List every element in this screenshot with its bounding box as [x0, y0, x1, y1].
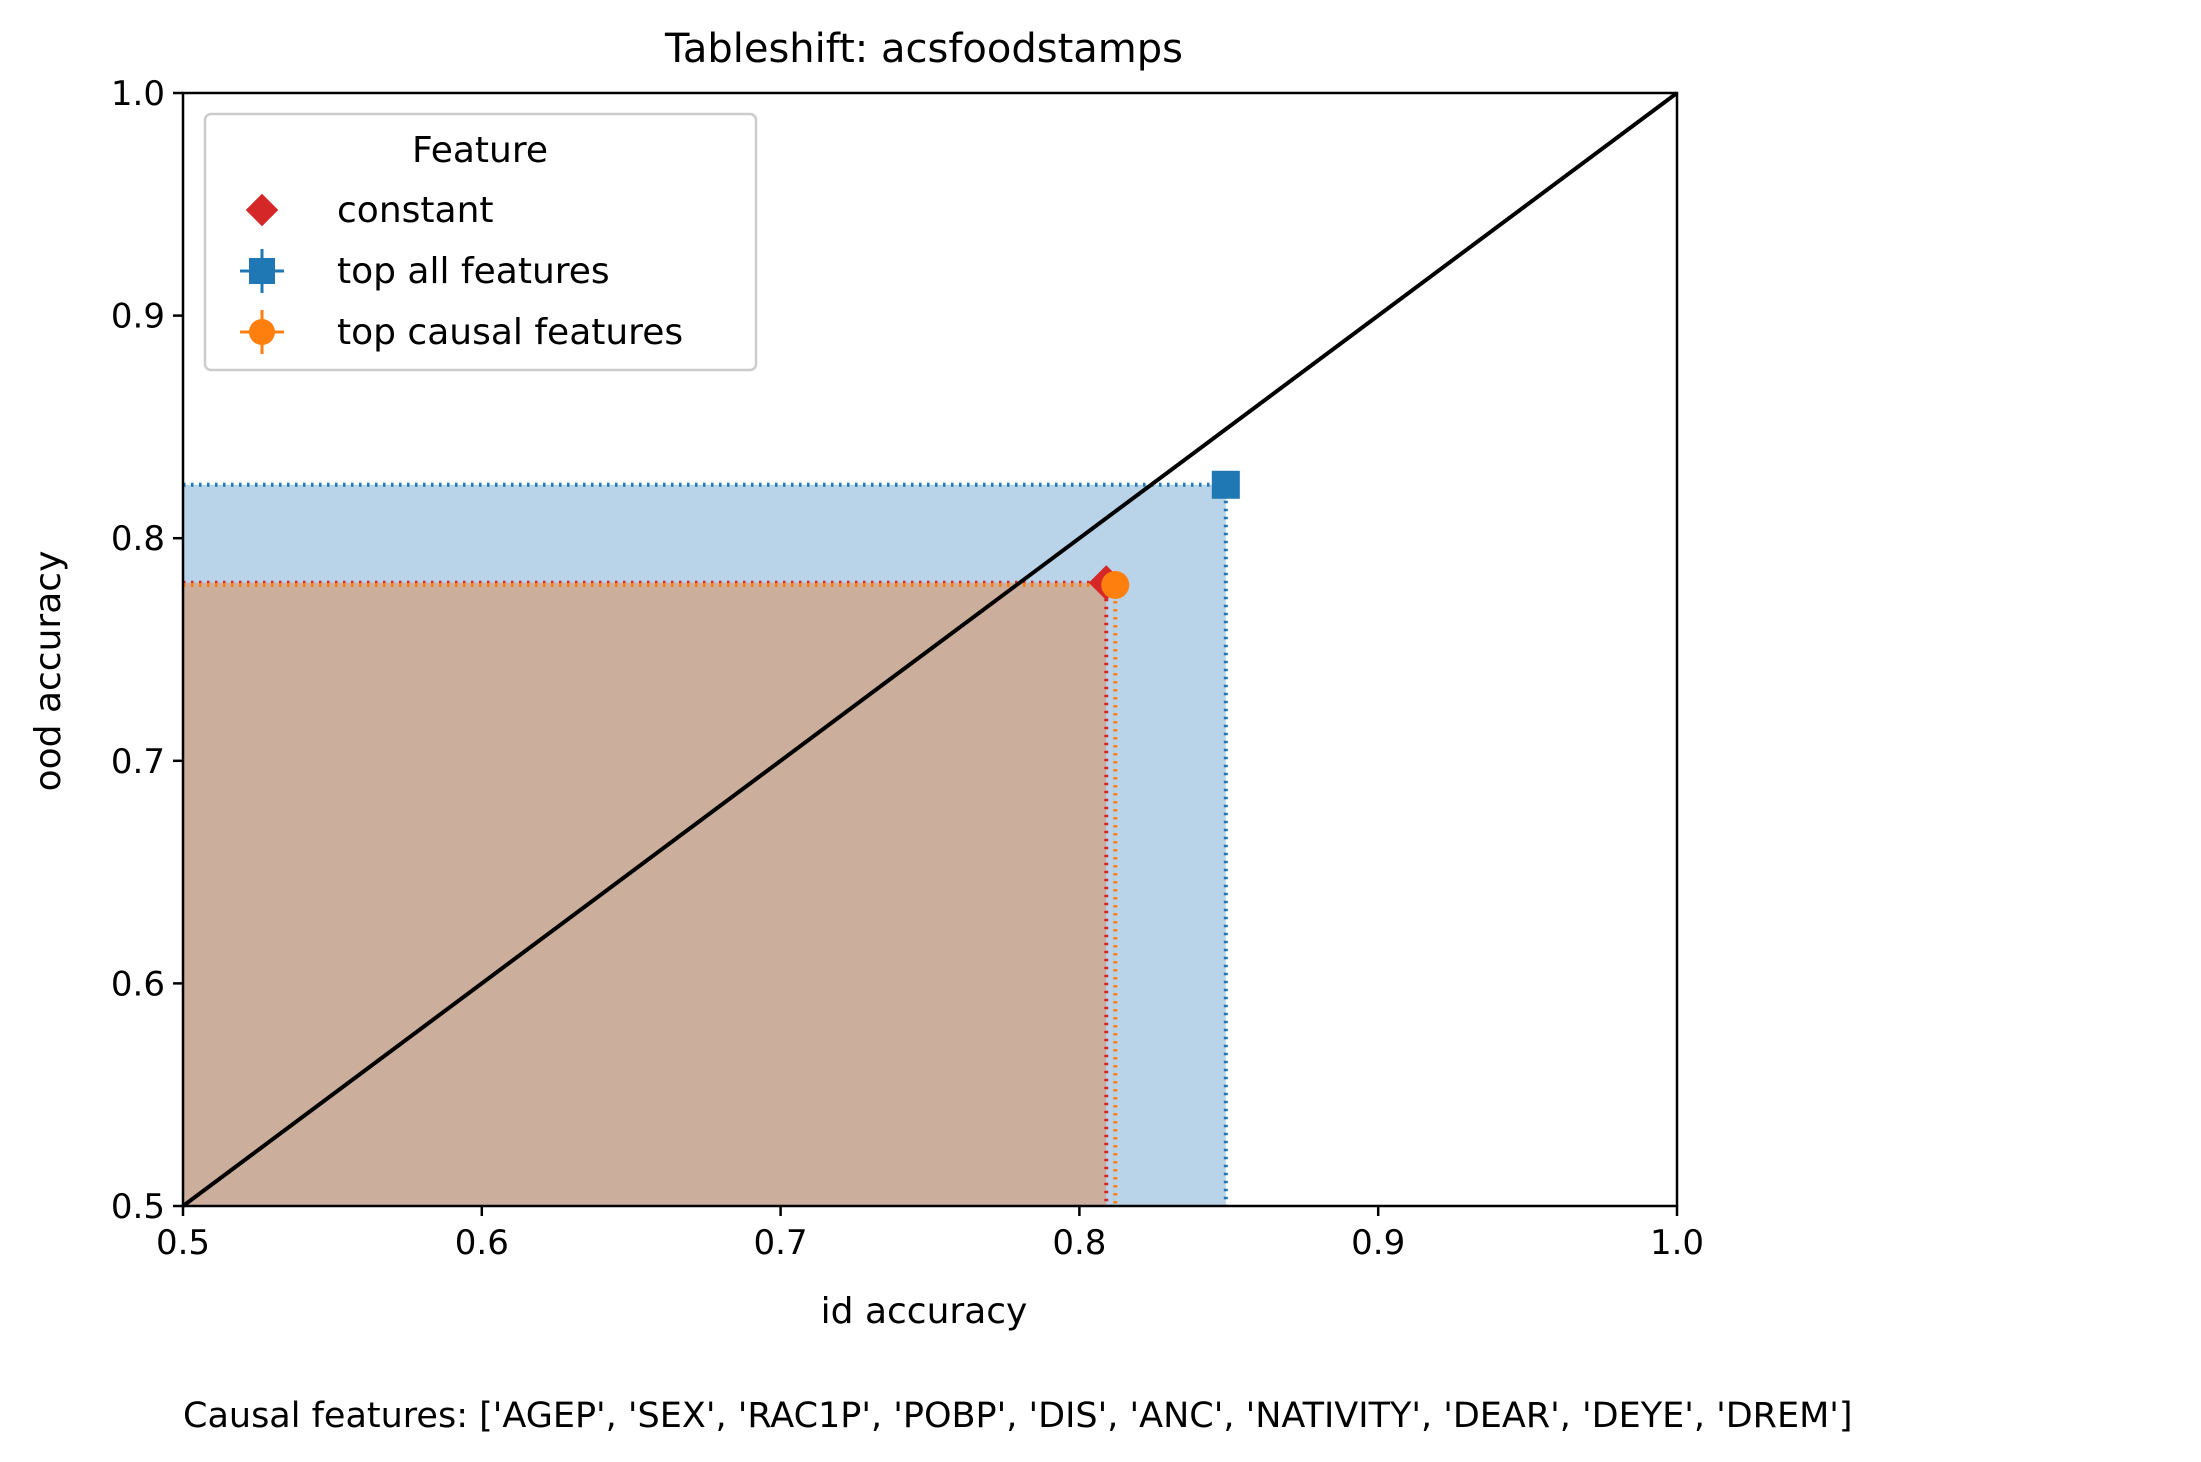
x-axis-ticks: 0.5 0.6 0.7 0.8 0.9 1.0	[156, 1206, 1704, 1263]
legend-label-top-all-features: top all features	[337, 251, 610, 292]
y-axis-label: ood accuracy	[28, 551, 69, 792]
x-tick-label: 0.9	[1351, 1223, 1405, 1263]
x-tick-label: 0.8	[1052, 1223, 1106, 1263]
point-top-causal-features	[1101, 570, 1130, 599]
legend-title: Feature	[412, 130, 548, 171]
legend-marker-top-causal-features	[249, 319, 275, 345]
point-top-all-features	[1211, 470, 1240, 499]
plot-frame	[181, 91, 1679, 1208]
y-tick-label: 0.5	[111, 1187, 165, 1227]
x-tick-label: 0.6	[455, 1223, 509, 1263]
region-constant	[183, 582, 1107, 1206]
y-tick-label: 0.6	[111, 964, 165, 1004]
legend-box	[203, 112, 758, 372]
shaded-regions	[183, 484, 1226, 1206]
dotted-guides	[183, 482, 1228, 1206]
y-tick-label: 1.0	[111, 74, 165, 114]
x-axis-label: id accuracy	[821, 1291, 1028, 1332]
legend-marker-top-all-features	[249, 258, 275, 284]
chart-title: Tableshift: acsfoodstamps	[664, 26, 1183, 72]
diagonal-line	[181, 91, 1679, 1208]
y-axis-ticks: 0.5 0.6 0.7 0.8 0.9 1.0	[111, 74, 183, 1227]
legend-items: constant top all features top causal featu…	[240, 190, 683, 354]
legend: Feature constant top all features top caus…	[203, 112, 758, 372]
y-tick-label: 0.8	[111, 519, 165, 559]
plot-area	[181, 91, 1679, 1208]
legend-label-top-causal-features: top causal features	[337, 312, 683, 353]
footnote: Causal features: ['AGEP', 'SEX', 'RAC1P'…	[183, 1396, 1853, 1436]
data-markers	[1088, 470, 1240, 601]
x-tick-label: 0.5	[156, 1223, 210, 1263]
legend-label-constant: constant	[337, 190, 494, 231]
x-tick-label: 0.7	[754, 1223, 808, 1263]
y-tick-label: 0.7	[111, 742, 165, 782]
x-tick-label: 1.0	[1650, 1223, 1704, 1263]
legend-marker-constant	[245, 193, 279, 227]
y-tick-label: 0.9	[111, 297, 165, 337]
